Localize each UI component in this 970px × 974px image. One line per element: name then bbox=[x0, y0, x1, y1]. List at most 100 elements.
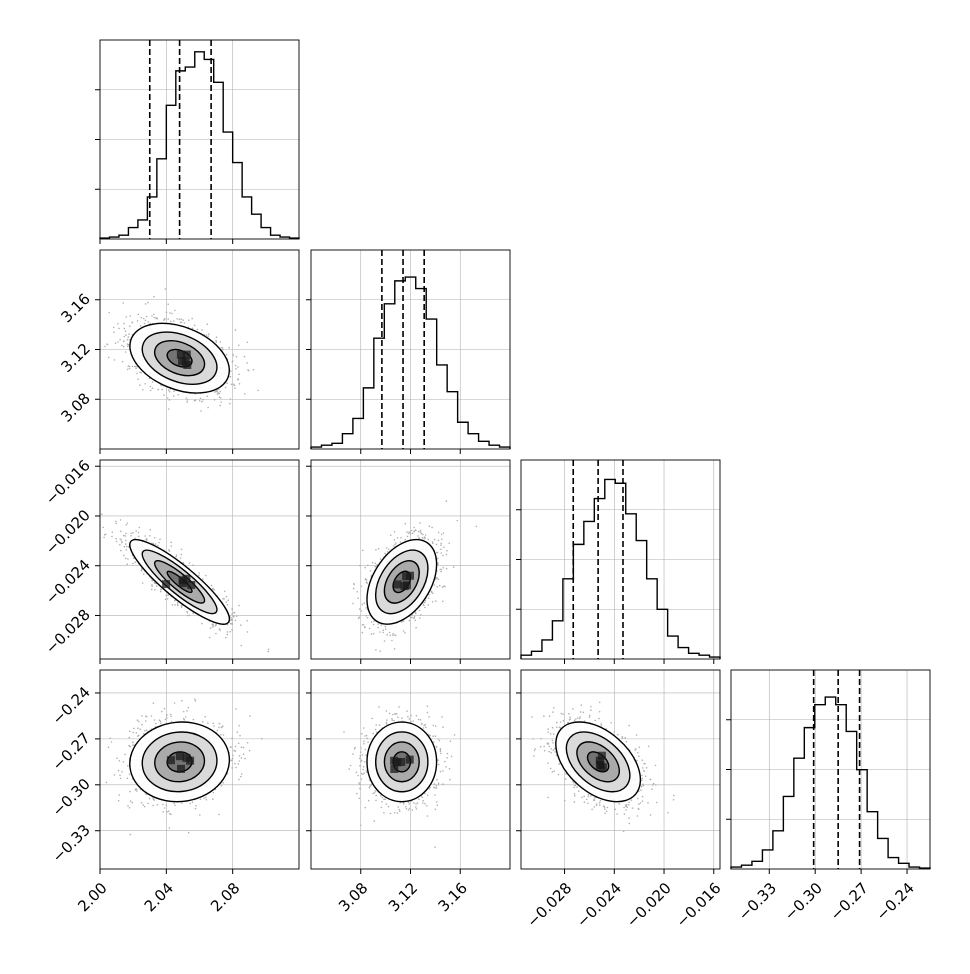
sample-point bbox=[419, 617, 421, 619]
sample-point bbox=[126, 524, 128, 526]
sample-point bbox=[371, 633, 373, 635]
sample-point bbox=[138, 721, 140, 723]
sample-point bbox=[238, 779, 240, 781]
sample-point bbox=[234, 612, 236, 614]
sample-point bbox=[247, 369, 249, 371]
sample-point bbox=[202, 578, 204, 580]
sample-point bbox=[187, 615, 189, 617]
sample-point bbox=[394, 544, 396, 546]
sample-point bbox=[394, 648, 396, 650]
sample-point bbox=[127, 369, 129, 371]
sample-point bbox=[380, 558, 382, 560]
sample-point bbox=[373, 633, 375, 635]
sample-point bbox=[207, 335, 209, 337]
sample-point bbox=[385, 628, 387, 630]
scatter-panel-2-0 bbox=[100, 460, 299, 659]
sample-point bbox=[136, 790, 138, 792]
sample-point bbox=[129, 730, 131, 732]
density-cell bbox=[162, 580, 170, 588]
sample-point bbox=[435, 600, 437, 602]
sample-point bbox=[357, 598, 359, 600]
sample-point bbox=[446, 554, 448, 556]
sample-point bbox=[397, 537, 399, 539]
sample-point bbox=[167, 303, 169, 305]
sample-point bbox=[130, 834, 132, 836]
sample-point bbox=[132, 732, 134, 734]
sample-point bbox=[177, 604, 179, 606]
sample-point bbox=[122, 361, 124, 363]
sample-point bbox=[410, 533, 412, 535]
density-cell bbox=[401, 582, 409, 590]
sample-point bbox=[135, 530, 137, 532]
sample-point bbox=[453, 566, 455, 568]
sample-point bbox=[167, 594, 169, 596]
sample-point bbox=[422, 534, 424, 536]
sample-point bbox=[443, 532, 445, 534]
sample-point bbox=[222, 782, 224, 784]
sample-point bbox=[123, 323, 125, 325]
sample-point bbox=[155, 317, 157, 319]
sample-point bbox=[215, 633, 217, 635]
sample-point bbox=[221, 347, 223, 349]
sample-point bbox=[117, 323, 119, 325]
sample-point bbox=[230, 746, 232, 748]
sample-point bbox=[170, 321, 172, 323]
sample-point bbox=[268, 649, 270, 651]
sample-point bbox=[129, 737, 131, 739]
sample-point bbox=[169, 399, 171, 401]
sample-point bbox=[218, 814, 220, 816]
sample-point bbox=[118, 328, 120, 330]
sample-point bbox=[409, 620, 411, 622]
sample-point bbox=[181, 554, 183, 556]
sample-point bbox=[439, 585, 441, 587]
sample-point bbox=[394, 531, 396, 533]
sample-point bbox=[226, 596, 228, 598]
sample-point bbox=[244, 393, 246, 395]
sample-point bbox=[125, 351, 127, 353]
sample-point bbox=[220, 341, 222, 343]
sample-point bbox=[105, 534, 107, 536]
sample-point bbox=[181, 607, 183, 609]
sample-point bbox=[123, 535, 125, 537]
sample-point bbox=[198, 575, 200, 577]
sample-point bbox=[235, 329, 237, 331]
sample-point bbox=[359, 608, 361, 610]
sample-point bbox=[176, 554, 178, 556]
sample-point bbox=[174, 310, 176, 312]
sample-point bbox=[366, 581, 368, 583]
sample-point bbox=[230, 617, 232, 619]
sample-point bbox=[229, 631, 231, 633]
sample-point bbox=[143, 573, 145, 575]
sample-point bbox=[384, 553, 386, 555]
sample-point bbox=[120, 550, 122, 552]
sample-point bbox=[220, 391, 222, 393]
sample-point bbox=[379, 650, 381, 652]
sample-point bbox=[241, 645, 243, 647]
sample-point bbox=[378, 548, 380, 550]
sample-point bbox=[192, 612, 194, 614]
sample-point bbox=[119, 760, 121, 762]
sample-point bbox=[166, 312, 168, 314]
sample-point bbox=[130, 535, 132, 537]
sample-point bbox=[438, 579, 440, 581]
sample-point bbox=[387, 551, 389, 553]
sample-point bbox=[150, 390, 152, 392]
density-cell bbox=[182, 575, 190, 583]
sample-point bbox=[438, 532, 440, 534]
sample-point bbox=[247, 342, 249, 344]
sample-point bbox=[119, 339, 121, 341]
sample-point bbox=[131, 322, 133, 324]
sample-point bbox=[238, 605, 240, 607]
density-cell bbox=[402, 572, 410, 580]
sample-point bbox=[216, 336, 218, 338]
sample-point bbox=[413, 530, 415, 532]
sample-point bbox=[214, 399, 216, 401]
sample-point bbox=[147, 302, 149, 304]
sample-point bbox=[109, 737, 111, 739]
sample-point bbox=[231, 738, 233, 740]
sample-point bbox=[235, 620, 237, 622]
sample-point bbox=[170, 542, 172, 544]
sample-point bbox=[404, 539, 406, 541]
sample-point bbox=[395, 542, 397, 544]
sample-point bbox=[153, 543, 155, 545]
